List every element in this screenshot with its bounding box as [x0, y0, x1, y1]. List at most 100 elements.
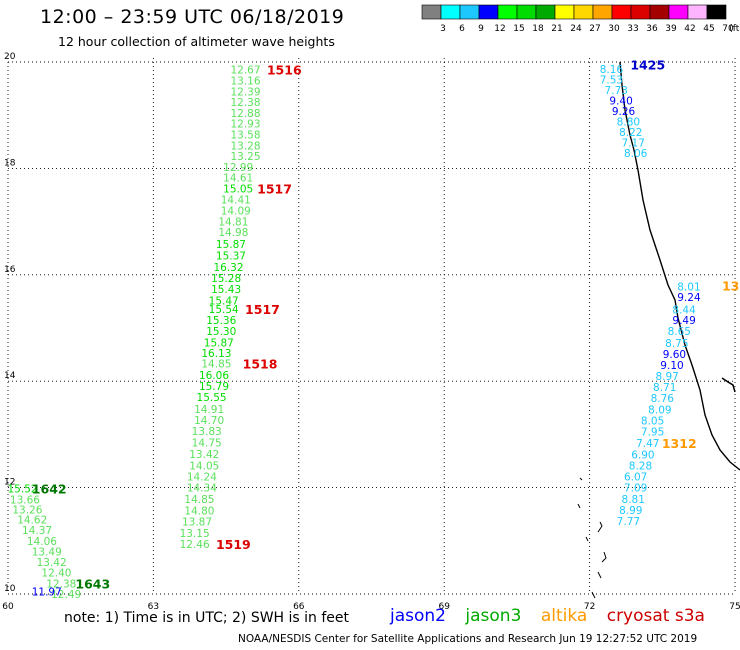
wave-height-label: 15.54 [209, 304, 239, 316]
wave-height-label: 15.05 [223, 184, 253, 196]
legend-cryosat-s3a: cryosat s3a [606, 606, 705, 626]
wave-height-label: 7.09 [624, 483, 647, 495]
wave-height-label: 14.70 [194, 415, 224, 427]
wave-height-label: 8.28 [629, 460, 652, 472]
scale-tick-label: 6 [459, 24, 465, 34]
wave-height-label: 14.09 [221, 205, 251, 217]
scale-tick-label: 30 [608, 24, 620, 34]
wave-height-label: 12.38 [46, 578, 76, 590]
wave-height-label: 8.71 [653, 382, 676, 394]
time-annotation: 131 [722, 278, 740, 293]
axis-ticks: 60 63 66 69 72 75 10 12 14 16 18 20 [2, 52, 740, 612]
wave-height-label: 8.65 [668, 326, 691, 338]
x-tick-label: 60 [2, 602, 14, 612]
wave-height-label: 12.49 [51, 589, 81, 601]
scale-tick-label: 15 [513, 24, 524, 34]
legend-altika: altika [540, 606, 588, 626]
legend-jason3: jason3 [465, 606, 522, 626]
wave-height-label: 8.06 [624, 148, 648, 160]
wave-height-label: 15.79 [199, 381, 229, 393]
wave-height-label: 15.87 [204, 337, 234, 349]
wave-height-label: 7.17 [622, 137, 645, 149]
wave-height-label: 15.55 [197, 392, 227, 404]
data-labels: 12.6713.1612.3912.3812.8812.9313.5813.28… [8, 64, 701, 601]
wave-height-label: 12.99 [223, 162, 253, 174]
wave-height-label: 14.24 [187, 471, 217, 483]
x-tick-label: 69 [438, 602, 450, 612]
time-annotation: 1643 [75, 576, 110, 591]
wave-height-label: 8.05 [641, 416, 664, 428]
x-tick-label: 63 [148, 602, 159, 612]
wave-height-label: 8.01 [677, 282, 700, 294]
wave-height-label: 8.80 [617, 117, 640, 129]
wave-height-label: 13.42 [189, 449, 219, 461]
wave-height-label: 12.88 [230, 108, 260, 120]
wave-height-label: 13.16 [230, 76, 260, 88]
wave-height-label: 7.95 [641, 427, 664, 439]
time-annotation: 1518 [243, 357, 278, 372]
scale-swatch [706, 4, 727, 20]
wave-height-label: 13.66 [10, 494, 40, 506]
wave-height-label: 8.44 [672, 304, 696, 316]
wave-height-label: 15.28 [211, 273, 241, 285]
wave-height-label: 15.30 [206, 326, 236, 338]
scale-tick-label: 9 [478, 24, 484, 34]
wave-height-label: 8.09 [648, 404, 671, 416]
wave-height-label: 9.49 [672, 315, 695, 327]
wave-height-label: 9.26 [612, 106, 636, 118]
wave-height-label: 12.67 [230, 64, 260, 76]
wave-height-label: 14.80 [184, 505, 214, 517]
wave-height-label: 12.93 [230, 119, 260, 131]
wave-height-label: 6.90 [631, 450, 654, 462]
scale-tick-label: 42 [684, 24, 695, 34]
wave-height-label: 14.37 [22, 525, 52, 537]
time-annotation: 1516 [267, 62, 302, 77]
wave-height-label: 7.73 [605, 85, 628, 97]
y-tick-label: 16 [4, 265, 16, 275]
wave-height-label: 8.75 [665, 338, 688, 350]
scale-tick-label: 39 [665, 24, 677, 34]
wave-height-label: 11.97 [32, 586, 62, 598]
wave-height-label: 9.40 [609, 95, 632, 107]
time-annotations: 1516 1517 1517 1518 1519 1425 1642 1643 131 1312 [32, 58, 740, 592]
wave-height-label: 14.61 [223, 172, 253, 184]
footnote: note: 1) Time is in UTC; 2) SWH is in fe… [64, 610, 350, 626]
wave-height-label: 8.97 [655, 371, 678, 383]
y-tick-label: 18 [4, 158, 16, 168]
scale-tick-label: 3 [440, 24, 446, 34]
scale-tick-label: 12 [494, 24, 505, 34]
wave-height-label: 14.62 [17, 515, 47, 527]
wave-height-label: 14.75 [192, 437, 222, 449]
wave-height-label: 14.85 [184, 494, 214, 506]
scale-tick-label: 24 [570, 24, 582, 34]
y-tick-label: 10 [4, 584, 16, 594]
x-tick-label: 66 [293, 602, 305, 612]
scale-tick-label: 33 [627, 24, 638, 34]
wave-height-label: 13.42 [37, 557, 67, 569]
scale-tick-label: 45 [703, 24, 714, 34]
wave-height-label: 14.85 [201, 359, 231, 371]
grid-lines [7, 58, 736, 595]
wave-height-label: 13.15 [180, 528, 210, 540]
wave-height-label: 13.25 [230, 151, 260, 163]
wave-height-label: 6.07 [624, 471, 647, 483]
wave-height-label: 8.76 [651, 393, 675, 405]
wave-height-label: 7.53 [600, 75, 623, 87]
y-tick-label: 14 [4, 371, 16, 381]
scale-tick-label: 36 [646, 24, 658, 34]
wave-height-label: 9.10 [660, 360, 683, 372]
wave-height-label: 12.38 [230, 97, 260, 109]
wave-height-label: 9.60 [663, 349, 686, 361]
wave-height-label: 9.24 [677, 292, 701, 304]
wave-height-label: 14.34 [187, 483, 217, 495]
chart-title: 12:00 – 23:59 UTC 06/18/2019 [40, 6, 345, 28]
wave-height-label: 8.16 [600, 64, 624, 76]
time-annotation: 1642 [32, 482, 67, 497]
wave-height-label: 14.06 [27, 536, 57, 548]
credit-line: NOAA/NESDIS Center for Satellite Applica… [238, 633, 698, 645]
time-annotation: 1517 [245, 302, 280, 317]
scale-tick-label: 21 [551, 24, 562, 34]
time-annotation: 1425 [630, 58, 665, 73]
